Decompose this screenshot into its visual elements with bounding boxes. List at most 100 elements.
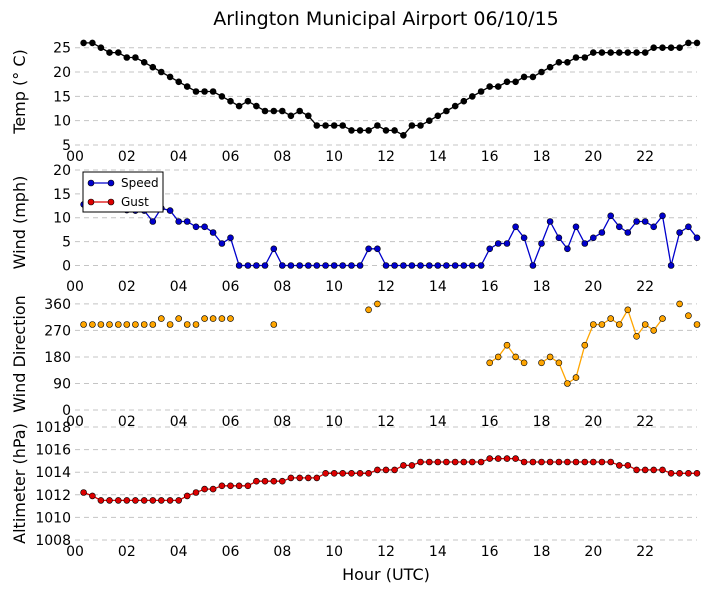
data-point — [503, 455, 511, 462]
data-point — [486, 455, 494, 462]
y-tick-label: 1016 — [35, 443, 71, 459]
data-point — [693, 234, 701, 242]
data-point — [624, 306, 632, 314]
data-point — [486, 359, 494, 367]
x-tick-label: 18 — [533, 544, 551, 560]
y-tick-label: 360 — [44, 297, 71, 313]
data-point — [564, 58, 571, 66]
data-point — [261, 262, 269, 269]
x-tick-label: 14 — [429, 414, 447, 430]
data-point — [572, 458, 580, 466]
x-tick-label: 16 — [481, 149, 499, 165]
data-point — [443, 107, 450, 115]
y-tick-label: 270 — [44, 323, 71, 339]
data-point — [391, 127, 398, 134]
data-point — [676, 469, 683, 477]
x-tick-label: 08 — [273, 414, 291, 430]
data-point — [572, 223, 580, 231]
data-point — [166, 207, 174, 214]
y-tick-label: 10 — [53, 114, 71, 130]
panel-wind-direction: 0 90 180 270 360 00 02 04 06 08 10 12 14 16 18 20 22 Wind… — [10, 295, 701, 430]
data-point — [598, 321, 606, 328]
data-point — [633, 49, 640, 56]
x-tick-label: 20 — [584, 544, 602, 560]
data-point — [218, 482, 226, 490]
data-point — [693, 321, 701, 328]
data-point — [434, 112, 442, 120]
data-point — [572, 54, 580, 61]
data-point — [374, 122, 381, 129]
data-point — [313, 262, 321, 269]
series-line — [83, 203, 698, 268]
data-point — [296, 107, 304, 115]
data-point — [589, 49, 597, 56]
data-point — [192, 223, 200, 231]
data-point — [227, 97, 234, 105]
data-point — [633, 218, 640, 225]
data-point — [667, 262, 675, 269]
x-tick-label: 22 — [636, 414, 654, 430]
data-point — [650, 223, 658, 231]
data-point — [564, 245, 571, 253]
data-point — [615, 223, 623, 231]
data-point — [304, 474, 312, 482]
data-point — [494, 455, 502, 462]
data-point — [581, 341, 589, 349]
x-tick-label: 10 — [325, 414, 343, 430]
data-point — [546, 218, 554, 225]
data-point — [261, 107, 269, 115]
x-tick-label: 10 — [325, 279, 343, 295]
data-point — [555, 359, 563, 367]
series-line — [83, 457, 697, 502]
data-point — [391, 262, 398, 269]
data-point — [615, 49, 623, 56]
y-tick-label: 5 — [62, 138, 71, 154]
data-point — [503, 78, 511, 86]
data-point — [555, 58, 563, 66]
y-tick-label: 15 — [53, 89, 71, 105]
data-point — [322, 469, 329, 477]
series-line — [83, 42, 697, 137]
data-point — [330, 122, 338, 129]
data-point — [244, 97, 252, 105]
x-tick-label: 12 — [377, 414, 395, 430]
data-point — [400, 262, 407, 269]
data-point — [572, 374, 580, 381]
y-tick-label: 0 — [62, 403, 71, 419]
data-point — [166, 321, 174, 328]
data-point — [158, 68, 165, 76]
data-point — [227, 482, 234, 490]
data-point — [348, 127, 355, 134]
x-tick-label: 12 — [377, 544, 395, 560]
x-tick-label: 22 — [636, 149, 654, 165]
data-point — [244, 262, 252, 269]
data-point — [175, 78, 182, 86]
data-point — [365, 127, 372, 134]
data-point — [650, 466, 658, 474]
data-point — [106, 497, 113, 504]
data-point — [615, 462, 623, 469]
data-point — [641, 466, 649, 474]
data-point — [227, 315, 234, 322]
data-point — [486, 83, 494, 90]
x-tick-label: 00 — [66, 279, 84, 295]
data-point — [330, 262, 338, 269]
data-point — [166, 497, 174, 504]
x-tick-label: 10 — [325, 544, 343, 560]
x-tick-label: 04 — [170, 414, 188, 430]
data-point — [408, 122, 416, 129]
data-point — [667, 469, 675, 477]
x-tick-label: 08 — [273, 544, 291, 560]
data-point — [685, 39, 692, 47]
data-point — [382, 262, 390, 269]
data-point — [589, 321, 597, 328]
x-tick-label: 04 — [170, 544, 188, 560]
data-point — [253, 477, 260, 485]
data-point — [192, 88, 200, 95]
data-point — [183, 83, 191, 90]
x-tick-label: 02 — [118, 414, 136, 430]
data-point — [235, 482, 243, 490]
data-point — [123, 321, 131, 328]
legend-label: Gust — [121, 195, 149, 209]
